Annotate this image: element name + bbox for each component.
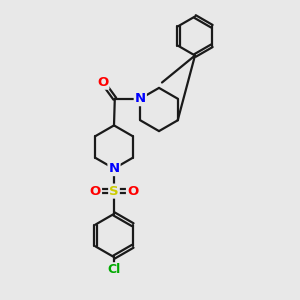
Text: N: N [135,92,146,105]
Text: O: O [127,184,138,198]
Text: O: O [90,184,101,198]
Text: O: O [97,76,108,89]
Text: S: S [109,184,119,198]
Text: N: N [108,162,120,175]
Text: Cl: Cl [107,263,121,276]
